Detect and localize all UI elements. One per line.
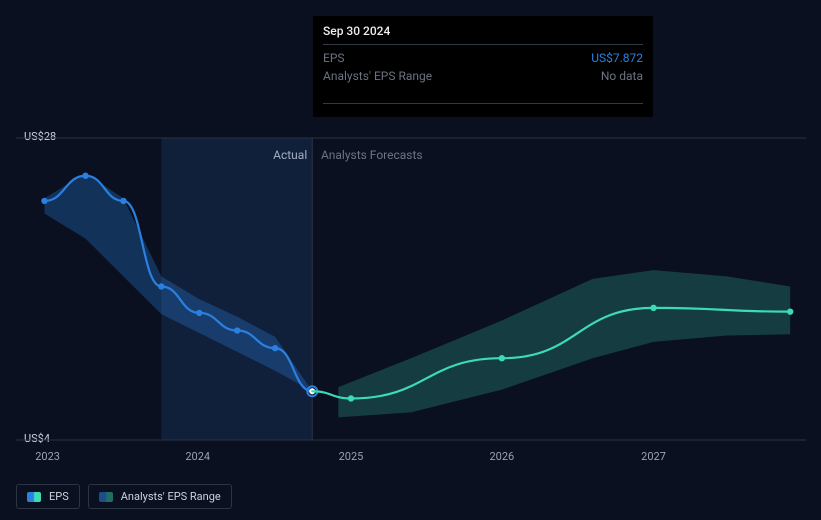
- svg-text:2024: 2024: [185, 450, 210, 463]
- chart-legend: EPS Analysts' EPS Range: [16, 484, 232, 509]
- legend-item-range[interactable]: Analysts' EPS Range: [88, 484, 232, 509]
- svg-text:2027: 2027: [641, 450, 666, 463]
- svg-text:2025: 2025: [339, 450, 364, 463]
- legend-swatch-eps: [27, 492, 41, 502]
- eps-chart[interactable]: 2023 2024 2025 2026 2027: [0, 0, 821, 520]
- svg-text:2023: 2023: [35, 450, 60, 463]
- legend-label-range: Analysts' EPS Range: [121, 490, 221, 503]
- legend-label-eps: EPS: [49, 490, 69, 503]
- legend-item-eps[interactable]: EPS: [16, 484, 80, 509]
- legend-swatch-range: [99, 492, 113, 502]
- svg-text:2026: 2026: [489, 450, 514, 463]
